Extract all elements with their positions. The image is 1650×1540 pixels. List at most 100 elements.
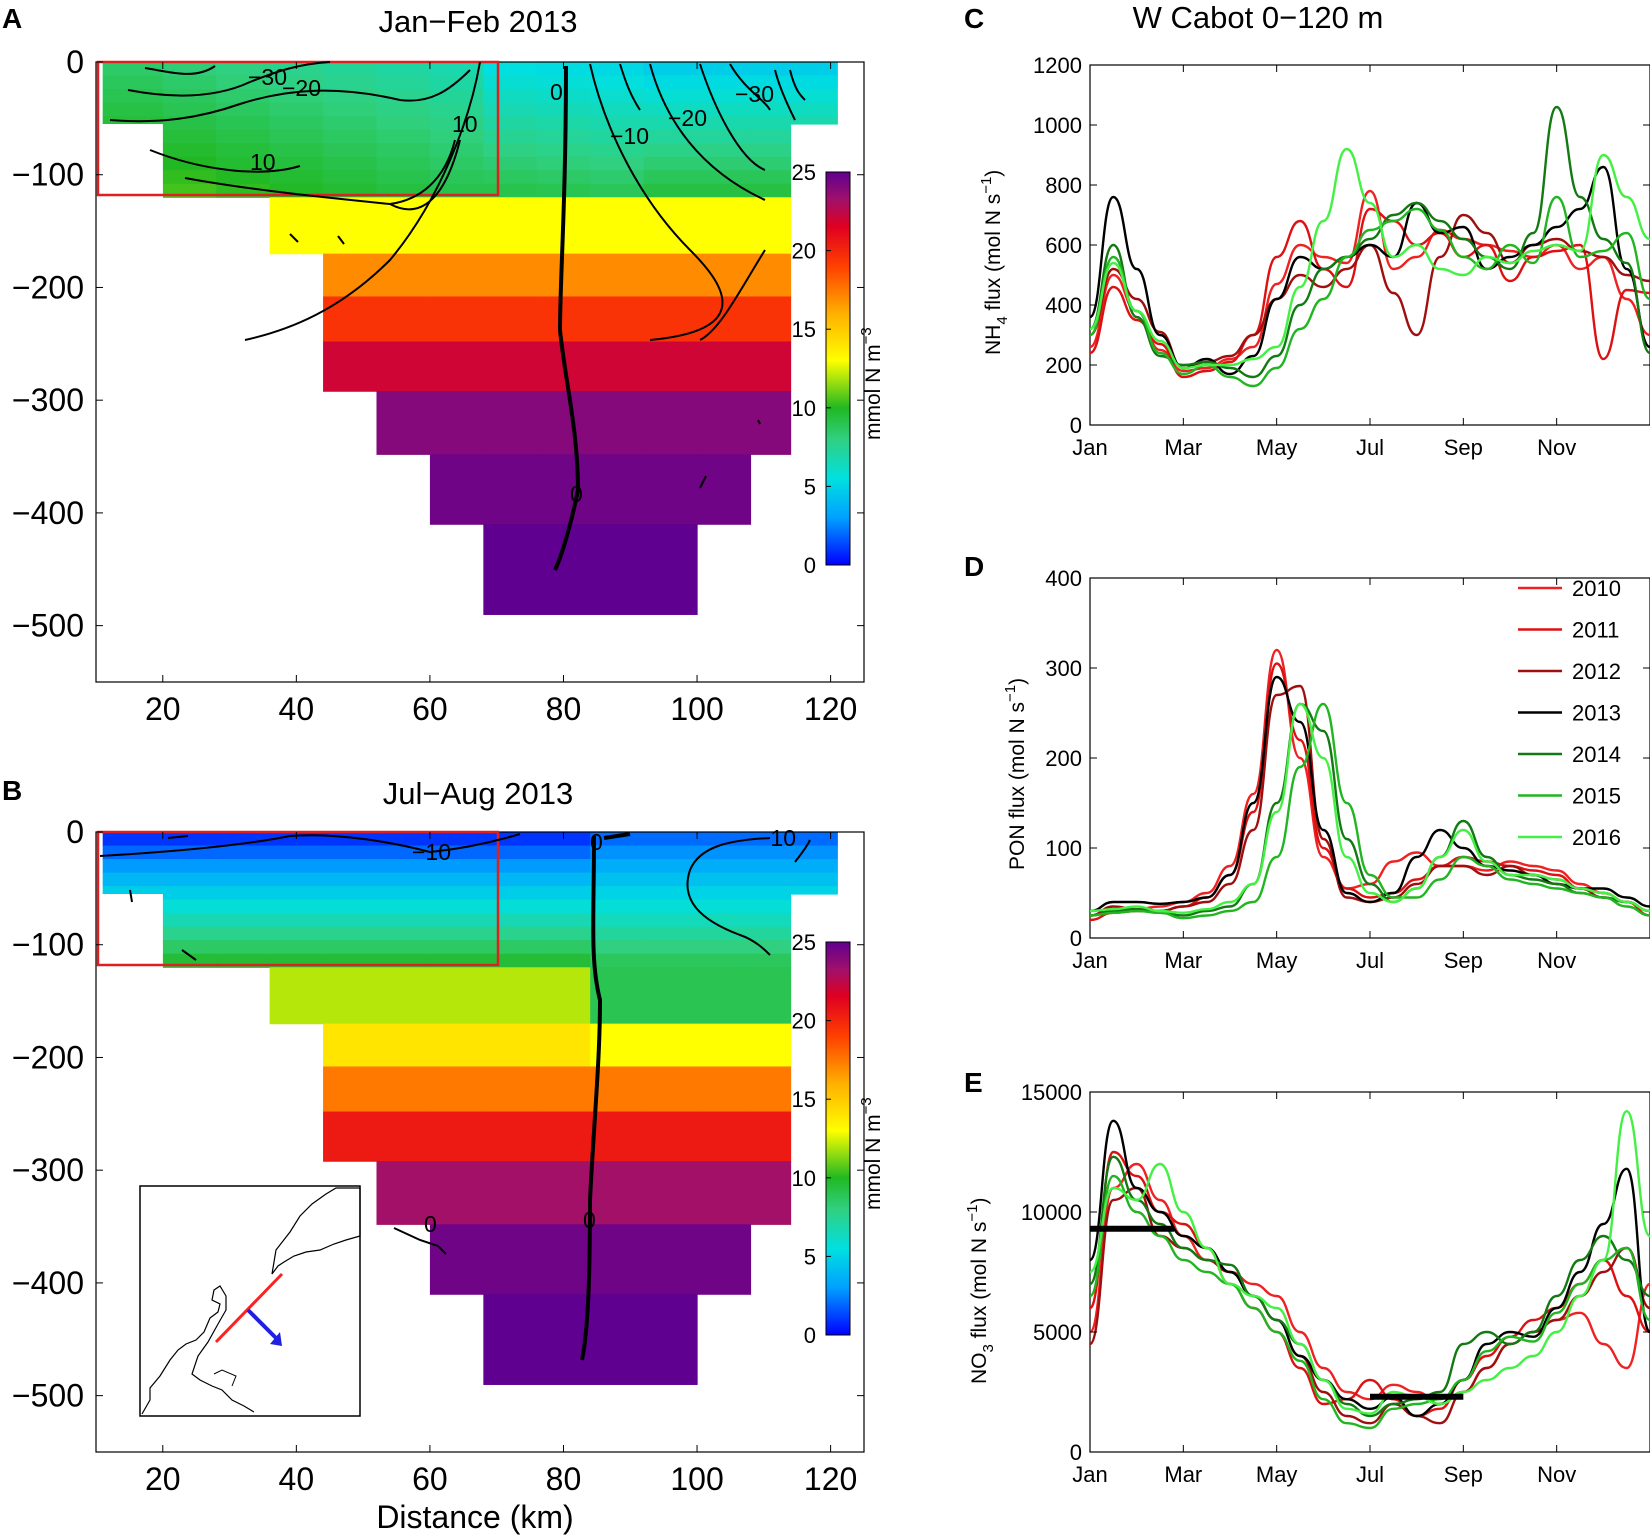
heatmap-cell	[376, 296, 431, 343]
heatmap-cell	[750, 102, 792, 117]
heatmap-cell	[376, 886, 431, 901]
heatmap-cell	[590, 75, 645, 90]
y-tick-label: 5000	[1033, 1320, 1082, 1345]
heatmap-cell	[590, 524, 645, 615]
heatmap-cell	[536, 899, 591, 914]
heatmap-cell	[536, 296, 591, 343]
x-tick-label: 80	[546, 691, 582, 727]
inset-map	[139, 1185, 361, 1417]
y-label-c: NH4 flux (mol N s−1)	[978, 170, 1011, 355]
heatmap-cell	[643, 926, 698, 941]
heatmap-cell	[216, 859, 271, 874]
heatmap-cell	[643, 391, 698, 455]
x-tick-label: Jan	[1072, 948, 1107, 973]
heatmap-cell	[750, 1066, 792, 1113]
heatmap-cell	[697, 341, 752, 392]
x-tick-label: 40	[279, 691, 315, 727]
heatmap-cell	[697, 102, 752, 117]
heatmap-cell	[429, 845, 484, 860]
heatmap-cell	[697, 913, 752, 928]
heatmap-cell	[697, 197, 752, 255]
heatmap-cell	[376, 1161, 431, 1225]
bathymetry-notch	[102, 124, 163, 198]
heatmap-cell	[750, 953, 792, 968]
heatmap-cell	[483, 524, 538, 615]
y-tick-label: −100	[12, 927, 84, 963]
colorbar-tick-label: 25	[792, 160, 816, 185]
x-axis-label: Distance (km)	[376, 1499, 573, 1535]
heatmap-cell	[536, 845, 591, 860]
heatmap-cell	[536, 1023, 591, 1068]
heatmap-cell	[376, 116, 431, 131]
panel-a: A Jan−Feb 2013 −30	[2, 3, 885, 727]
heatmap-cell	[216, 129, 271, 144]
heatmap-cell	[536, 89, 591, 104]
heatmap-cell	[376, 859, 431, 874]
x-tick-label: May	[1256, 435, 1298, 460]
heatmap-cell	[643, 1224, 698, 1295]
heatmap-cell	[429, 296, 484, 343]
heatmap-cell	[697, 940, 752, 955]
heatmap-cell	[536, 886, 591, 901]
heatmap-cell	[323, 859, 378, 874]
heatmap-cell	[376, 1023, 431, 1068]
contours-a	[109, 61, 806, 489]
heatmap-cell	[643, 899, 698, 914]
heatmap-cell	[536, 967, 591, 1025]
heatmap-cell	[483, 1023, 538, 1068]
heatmap-cell	[483, 845, 538, 860]
heatmap-cell	[750, 899, 792, 914]
heatmap-cell	[643, 913, 698, 928]
y-tick-label: 400	[1045, 566, 1082, 591]
heatmap-cell	[323, 129, 378, 144]
heatmap-cell	[590, 454, 645, 525]
heatmap-cell	[750, 391, 792, 455]
heatmap-cell	[429, 1161, 484, 1225]
heatmap-cell	[323, 872, 378, 887]
heatmap-cell	[269, 156, 324, 171]
panel-c-label: C	[964, 3, 984, 34]
heatmap-cell	[750, 296, 792, 343]
colorbar-ticks-b: 0 5 10 15 20 25	[792, 930, 831, 1348]
heatmap-cell	[643, 1023, 698, 1068]
legend-label-2012: 2012	[1572, 659, 1621, 684]
heatmap-cell	[643, 129, 698, 144]
heatmap-cell	[483, 886, 538, 901]
heatmap-cell	[216, 845, 271, 860]
heatmap-cell	[429, 967, 484, 1025]
heatmap-cell	[590, 156, 645, 171]
legend-label-2015: 2015	[1572, 784, 1621, 809]
x-tick-label: 120	[804, 1461, 857, 1497]
heatmap-cell	[536, 1224, 591, 1295]
contour-label: 10	[452, 111, 478, 137]
heatmap-cell	[269, 75, 324, 90]
heatmap-cell	[697, 1111, 752, 1162]
heatmap-cell	[323, 253, 378, 298]
heatmap-cell	[429, 832, 484, 847]
heatmap-cell	[429, 886, 484, 901]
heatmap-cell	[102, 872, 164, 887]
heatmap-cell	[323, 156, 378, 171]
heatmap-cell	[216, 143, 271, 158]
heatmap-cell	[429, 1023, 484, 1068]
x-ticks-d: Jan Mar May Jul Sep Nov	[1072, 578, 1576, 973]
y-ticks-a: 0−100−200−300−400−500	[12, 44, 864, 644]
heatmap-cell	[162, 143, 217, 158]
heatmap-cell	[323, 886, 378, 901]
axes-box-d	[1089, 577, 1650, 939]
panel-e-label: E	[964, 1067, 983, 1098]
colorbar-tick-label: 20	[792, 1009, 816, 1034]
y-tick-label: −200	[12, 269, 84, 305]
series-line-2015	[1090, 195, 1650, 388]
inset-map-frame	[139, 1185, 361, 1417]
y-tick-label: 10000	[1021, 1200, 1082, 1225]
heatmap-cell	[376, 341, 431, 392]
heatmap-cell	[162, 913, 217, 928]
heatmap-cell	[216, 62, 271, 77]
heatmap-cell	[536, 524, 591, 615]
lines-d	[1090, 648, 1650, 922]
heatmap-cell	[643, 845, 698, 860]
heatmap-cell	[162, 872, 217, 887]
heatmap-cell	[590, 62, 645, 77]
series-line-2016	[1090, 702, 1650, 914]
